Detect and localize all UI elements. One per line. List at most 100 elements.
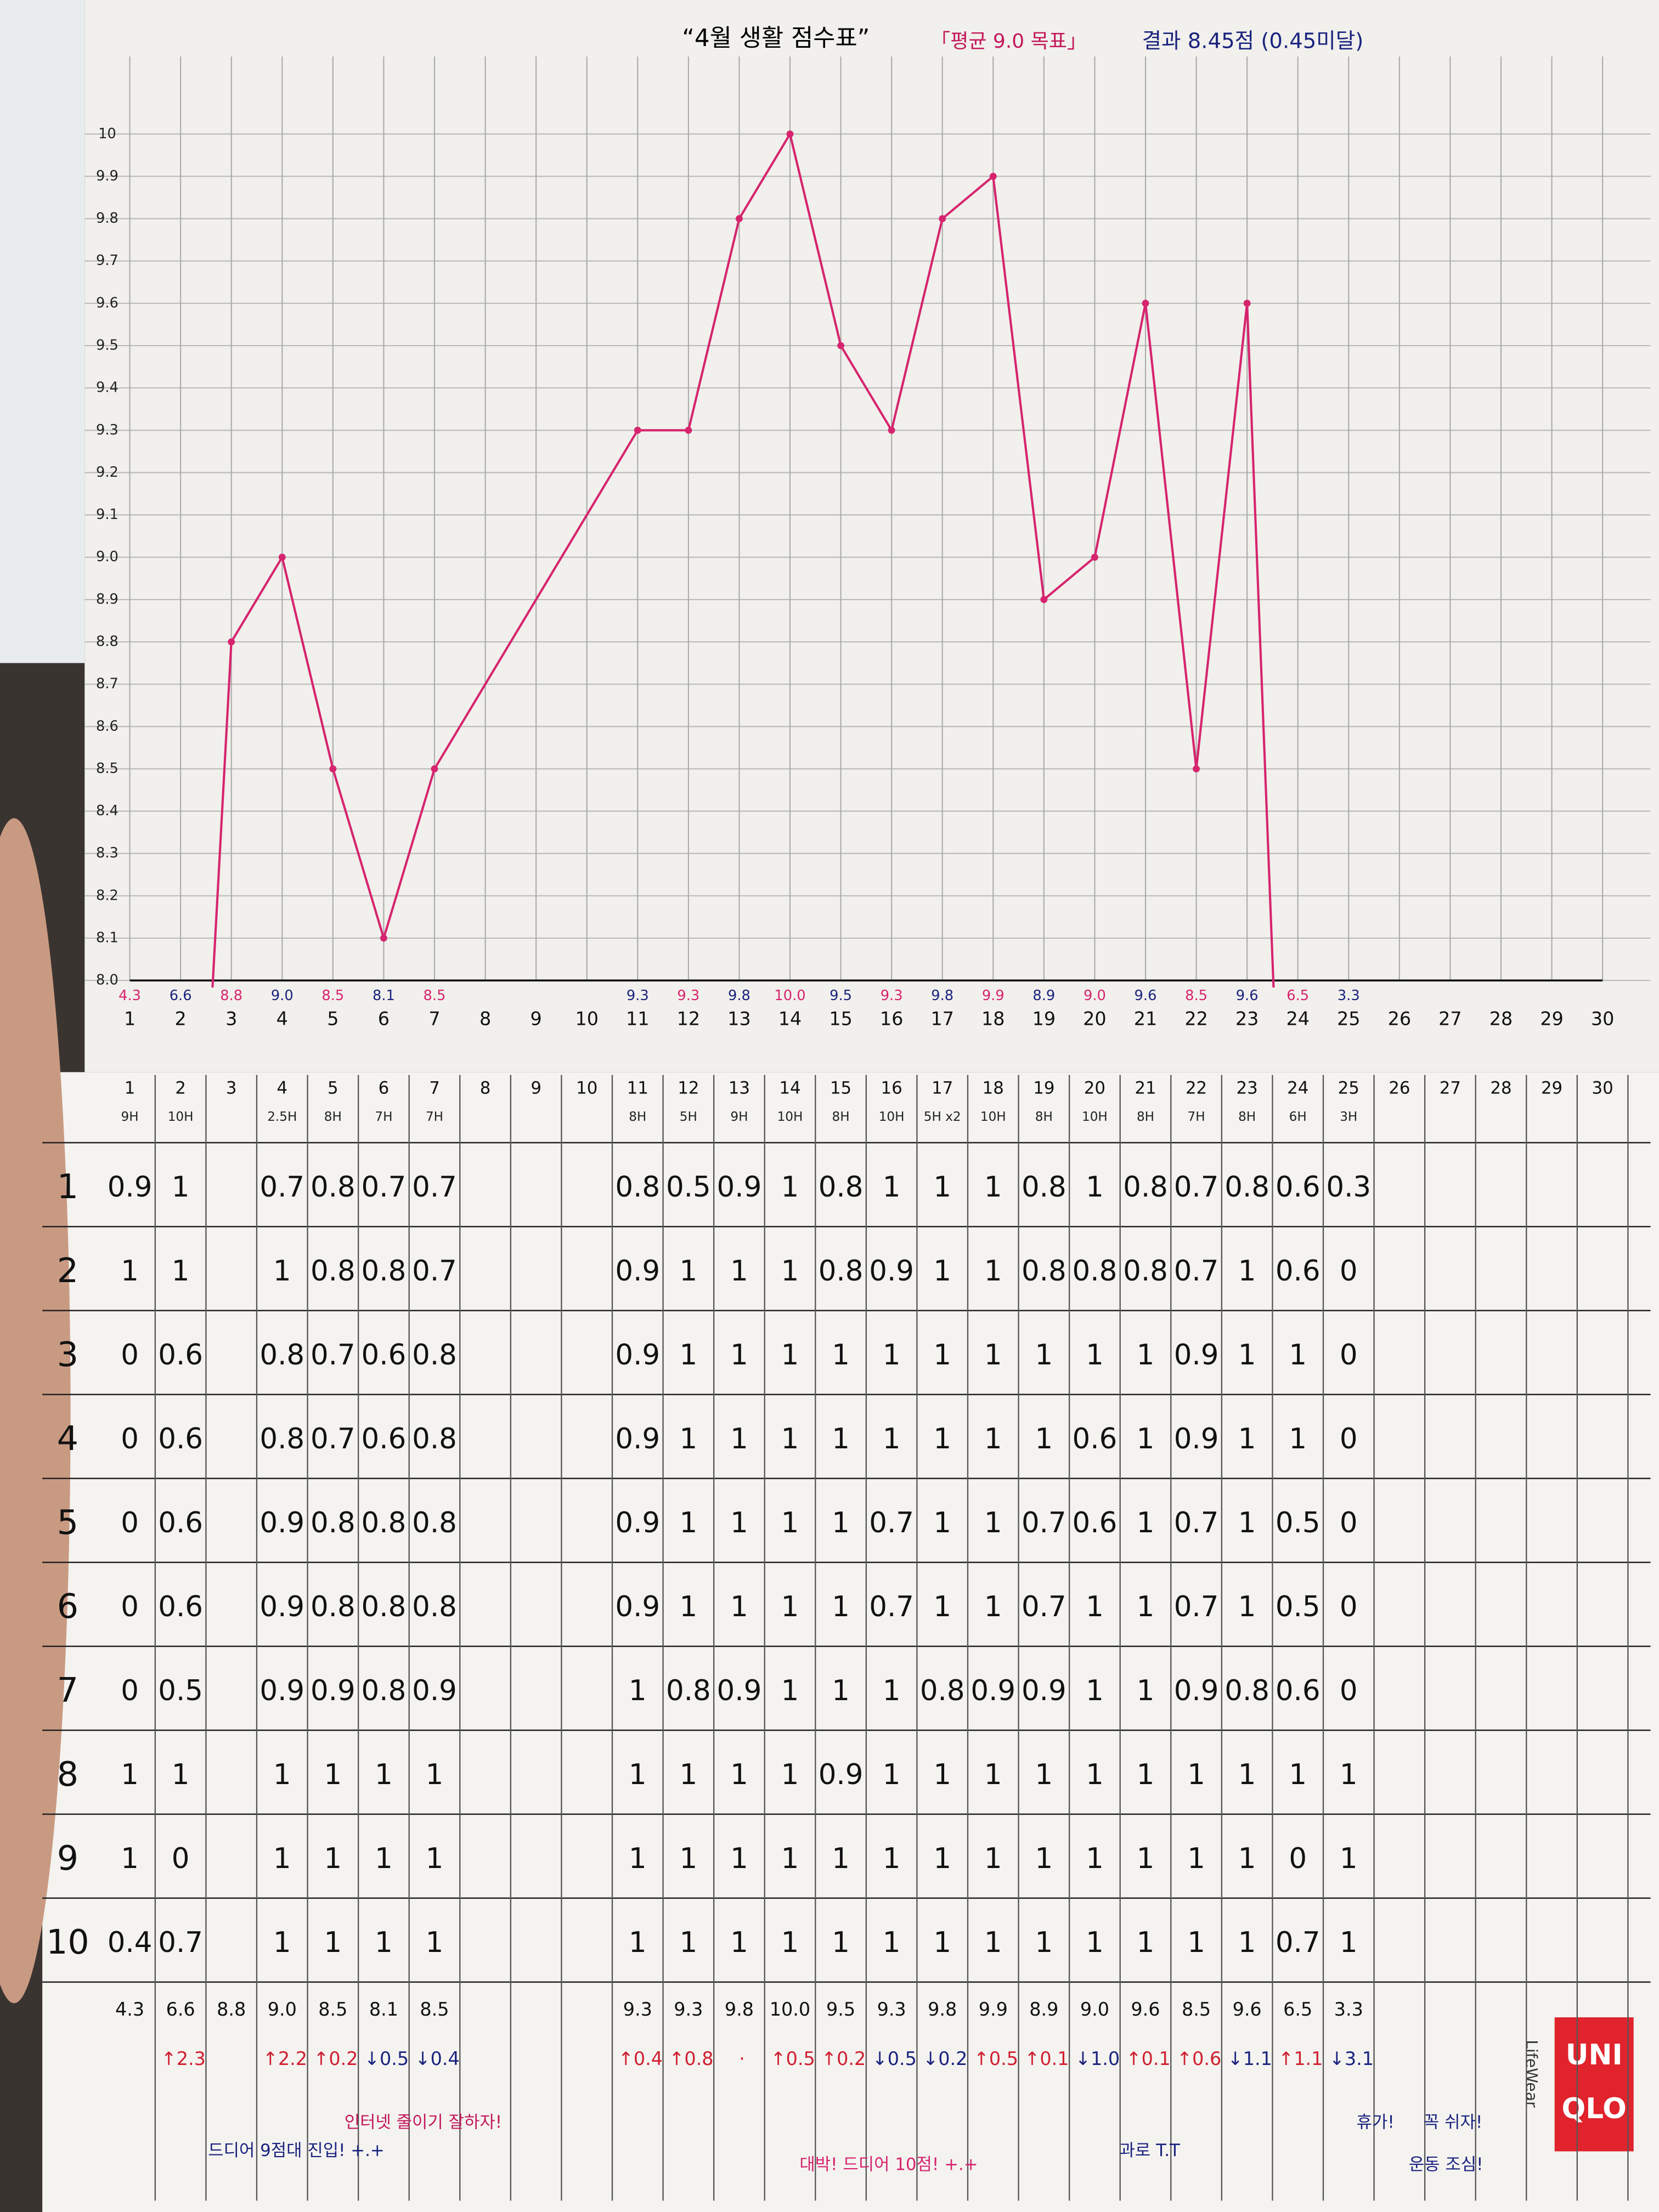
column-header: 3 bbox=[226, 1079, 237, 1098]
column-header: 25 bbox=[1338, 1079, 1359, 1098]
x-tick-label: 16 bbox=[880, 1008, 904, 1030]
cell: 0.9 bbox=[819, 1758, 864, 1791]
total: 8.1 bbox=[369, 1999, 398, 2020]
cell: 0.7 bbox=[1174, 1171, 1219, 1204]
hours: 10H bbox=[1082, 1110, 1108, 1124]
data-point bbox=[736, 215, 743, 222]
data-point bbox=[1091, 554, 1098, 561]
cell: 0 bbox=[1289, 1842, 1307, 1875]
total: 8.5 bbox=[318, 1999, 347, 2020]
data-point bbox=[278, 554, 286, 561]
hours: 8H bbox=[1137, 1110, 1154, 1124]
data-label: 9.3 bbox=[677, 988, 699, 1004]
cell: 0.9 bbox=[717, 1171, 762, 1204]
total: 6.6 bbox=[166, 1999, 195, 2020]
cell: 1 bbox=[172, 1255, 190, 1288]
cell: 1 bbox=[933, 1758, 951, 1791]
cell: 0.6 bbox=[158, 1423, 203, 1455]
cell: 1 bbox=[781, 1423, 799, 1455]
row-label: 7 bbox=[57, 1671, 78, 1710]
cell: 1 bbox=[883, 1171, 901, 1204]
cell: 0.6 bbox=[158, 1506, 203, 1539]
cell: 0.7 bbox=[1174, 1506, 1219, 1539]
row-label: 8 bbox=[57, 1754, 78, 1794]
x-tick-label: 11 bbox=[626, 1008, 650, 1030]
cell: 1 bbox=[426, 1842, 444, 1875]
column-header: 12 bbox=[678, 1079, 699, 1098]
chart-annotation: 결과 8.45점 (0.45미달) bbox=[1142, 29, 1364, 54]
cell: 0 bbox=[121, 1674, 139, 1707]
data-label: 9.8 bbox=[931, 988, 953, 1004]
cell: 1 bbox=[984, 1171, 1002, 1204]
cell: 1 bbox=[1340, 1842, 1358, 1875]
cell: 1 bbox=[1187, 1842, 1205, 1875]
cell: 1 bbox=[730, 1423, 748, 1455]
column-header: 29 bbox=[1541, 1079, 1562, 1098]
cell: 0.9 bbox=[311, 1674, 356, 1707]
cell: 0.6 bbox=[158, 1590, 203, 1623]
change: ↑0.2 bbox=[313, 2048, 358, 2069]
x-tick-label: 24 bbox=[1286, 1008, 1310, 1030]
cell: 0 bbox=[121, 1590, 139, 1623]
hours: 6H bbox=[1289, 1110, 1307, 1124]
row-label: 4 bbox=[57, 1419, 78, 1458]
hours: 8H bbox=[324, 1110, 342, 1124]
cell: 1 bbox=[426, 1758, 444, 1791]
column-header: 2 bbox=[175, 1079, 186, 1098]
cell: 1 bbox=[679, 1758, 697, 1791]
cell: 0.9 bbox=[615, 1339, 660, 1372]
lower-page bbox=[42, 1072, 1659, 2212]
cell: 1 bbox=[781, 1926, 799, 1959]
x-tick-label: 20 bbox=[1083, 1008, 1107, 1030]
change: ↑1.1 bbox=[1278, 2048, 1323, 2069]
cell: 0 bbox=[121, 1423, 139, 1455]
cell: 0 bbox=[121, 1339, 139, 1372]
column-header: 18 bbox=[983, 1079, 1004, 1098]
cell: 1 bbox=[1137, 1339, 1155, 1372]
data-point bbox=[329, 765, 337, 772]
x-tick-label: 3 bbox=[225, 1008, 237, 1030]
total: 8.5 bbox=[1182, 1999, 1211, 2020]
cell: 1 bbox=[1238, 1842, 1256, 1875]
total: 6.5 bbox=[1283, 1999, 1312, 2020]
data-point bbox=[228, 638, 235, 646]
cell: 0.6 bbox=[1073, 1506, 1118, 1539]
cell: 0.7 bbox=[311, 1339, 356, 1372]
hours: 7H bbox=[1188, 1110, 1205, 1124]
hours: 8H bbox=[1035, 1110, 1053, 1124]
x-tick-label: 17 bbox=[930, 1008, 954, 1030]
cell: 0.8 bbox=[666, 1674, 711, 1707]
y-tick-label: 9.0 bbox=[96, 549, 119, 565]
x-tick-label: 1 bbox=[124, 1008, 136, 1030]
cell: 0.6 bbox=[1276, 1674, 1321, 1707]
column-header: 9 bbox=[531, 1079, 541, 1098]
column-header: 6 bbox=[379, 1079, 390, 1098]
y-tick-label: 8.0 bbox=[96, 972, 119, 989]
y-tick-label: 8.3 bbox=[96, 845, 119, 861]
hours: 7H bbox=[375, 1110, 392, 1124]
cell: 1 bbox=[273, 1255, 291, 1288]
cell: 0.5 bbox=[158, 1674, 203, 1707]
row-label: 5 bbox=[57, 1503, 78, 1542]
cell: 0.6 bbox=[362, 1423, 407, 1455]
cell: 1 bbox=[1137, 1926, 1155, 1959]
column-header: 20 bbox=[1084, 1079, 1105, 1098]
change: ↓0.4 bbox=[415, 2048, 460, 2069]
cell: 1 bbox=[933, 1255, 951, 1288]
cell: 1 bbox=[984, 1339, 1002, 1372]
total: 9.6 bbox=[1131, 1999, 1160, 2020]
y-tick-label: 8.9 bbox=[96, 591, 119, 607]
cell: 1 bbox=[679, 1590, 697, 1623]
cell: 0.8 bbox=[412, 1590, 457, 1623]
data-point bbox=[1142, 300, 1149, 307]
hours: 5H x2 bbox=[924, 1110, 961, 1124]
cell: 0.8 bbox=[259, 1339, 304, 1372]
y-tick-label: 9.6 bbox=[96, 295, 119, 311]
data-label: 10.0 bbox=[774, 988, 805, 1004]
note: 휴가! bbox=[1357, 2113, 1395, 2132]
cell: 0.7 bbox=[362, 1171, 407, 1204]
cell: 1 bbox=[781, 1674, 799, 1707]
cell: 1 bbox=[730, 1506, 748, 1539]
total: 9.0 bbox=[1080, 1999, 1109, 2020]
cell: 0.8 bbox=[311, 1171, 356, 1204]
